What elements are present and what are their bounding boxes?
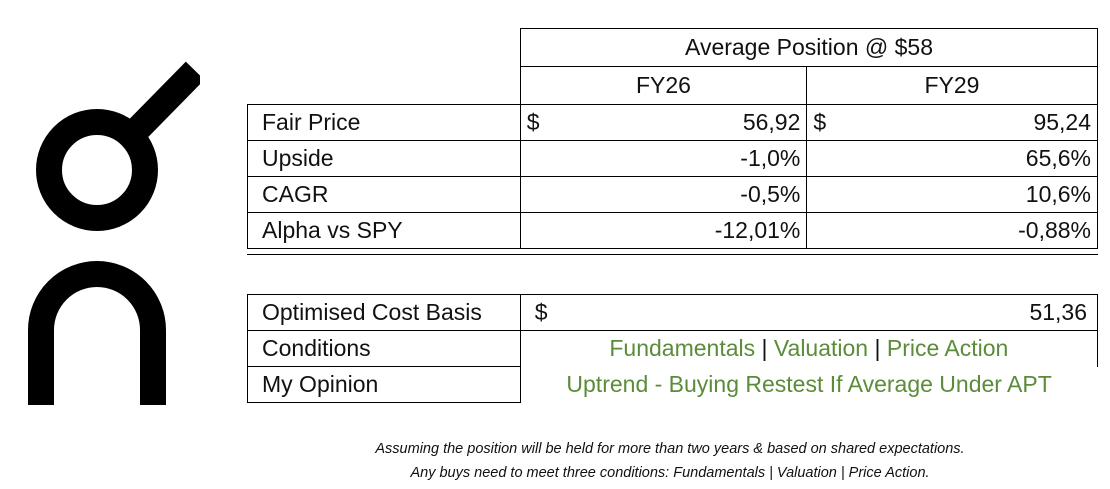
metrics-table: Fair Price $ 56,92 $ 95,24 Upside -1,0% …	[247, 104, 1098, 249]
table-row: Optimised Cost Basis $ 51,36	[247, 294, 1099, 331]
cost-basis-value-cell: $ 51,36	[519, 294, 1099, 331]
condition-valuation: Valuation	[773, 335, 869, 362]
condition-fundamentals: Fundamentals	[609, 335, 756, 362]
brand-logo	[28, 61, 200, 405]
opinion-value: Uptrend - Buying Restest If Average Unde…	[566, 371, 1052, 397]
row-label: Upside	[247, 140, 521, 177]
cost-basis-value: 51,36	[1029, 299, 1087, 325]
upside-fy29: 65,6%	[806, 140, 1098, 177]
cell-value: 56,92	[742, 109, 801, 135]
row-label: My Opinion	[247, 366, 521, 403]
table-row: Upside -1,0% 65,6%	[247, 140, 1098, 177]
alpha-fy26: -12,01%	[519, 212, 808, 249]
currency-symbol: $	[526, 109, 540, 135]
row-label: Conditions	[247, 330, 521, 367]
condition-separator: |	[874, 335, 881, 362]
fair-price-fy29: $ 95,24	[806, 104, 1098, 141]
table-row: Fair Price $ 56,92 $ 95,24	[247, 104, 1098, 141]
footnote-line-1: Assuming the position will be held for m…	[375, 441, 965, 457]
logo-ring	[36, 109, 158, 231]
alpha-fy29: -0,88%	[806, 212, 1098, 249]
logo-arch	[28, 261, 166, 405]
table-row: CAGR -0,5% 10,6%	[247, 176, 1098, 213]
currency-symbol: $	[813, 109, 827, 135]
row-label: Optimised Cost Basis	[247, 294, 521, 331]
cagr-fy29: 10,6%	[806, 176, 1098, 213]
table-row: My Opinion Uptrend - Buying Restest If A…	[247, 366, 1098, 403]
column-header-fy26: FY26	[520, 66, 807, 104]
row-label: CAGR	[247, 176, 521, 213]
condition-price-action: Price Action	[886, 335, 1009, 362]
logo-tail	[113, 61, 200, 154]
conditions-cell: Fundamentals | Valuation | Price Action	[519, 330, 1099, 367]
cagr-fy26: -0,5%	[519, 176, 808, 213]
column-header-fy29: FY29	[806, 66, 1098, 104]
row-label: Alpha vs SPY	[247, 212, 521, 249]
upside-fy26: -1,0%	[519, 140, 808, 177]
row-label: Fair Price	[247, 104, 521, 141]
table-divider	[247, 254, 1098, 255]
footnote-line-2: Any buys need to meet three conditions: …	[410, 465, 930, 481]
table-title: Average Position @ $58	[520, 28, 1098, 66]
fair-price-fy26: $ 56,92	[519, 104, 808, 141]
summary-table: Optimised Cost Basis $ 51,36 Conditions …	[247, 294, 1099, 403]
table-row: Conditions Fundamentals | Valuation | Pr…	[247, 330, 1099, 367]
cell-value: 95,24	[1033, 109, 1091, 135]
currency-symbol: $	[534, 299, 548, 325]
table-row: Alpha vs SPY -12,01% -0,88%	[247, 212, 1098, 249]
condition-separator: |	[761, 335, 768, 362]
